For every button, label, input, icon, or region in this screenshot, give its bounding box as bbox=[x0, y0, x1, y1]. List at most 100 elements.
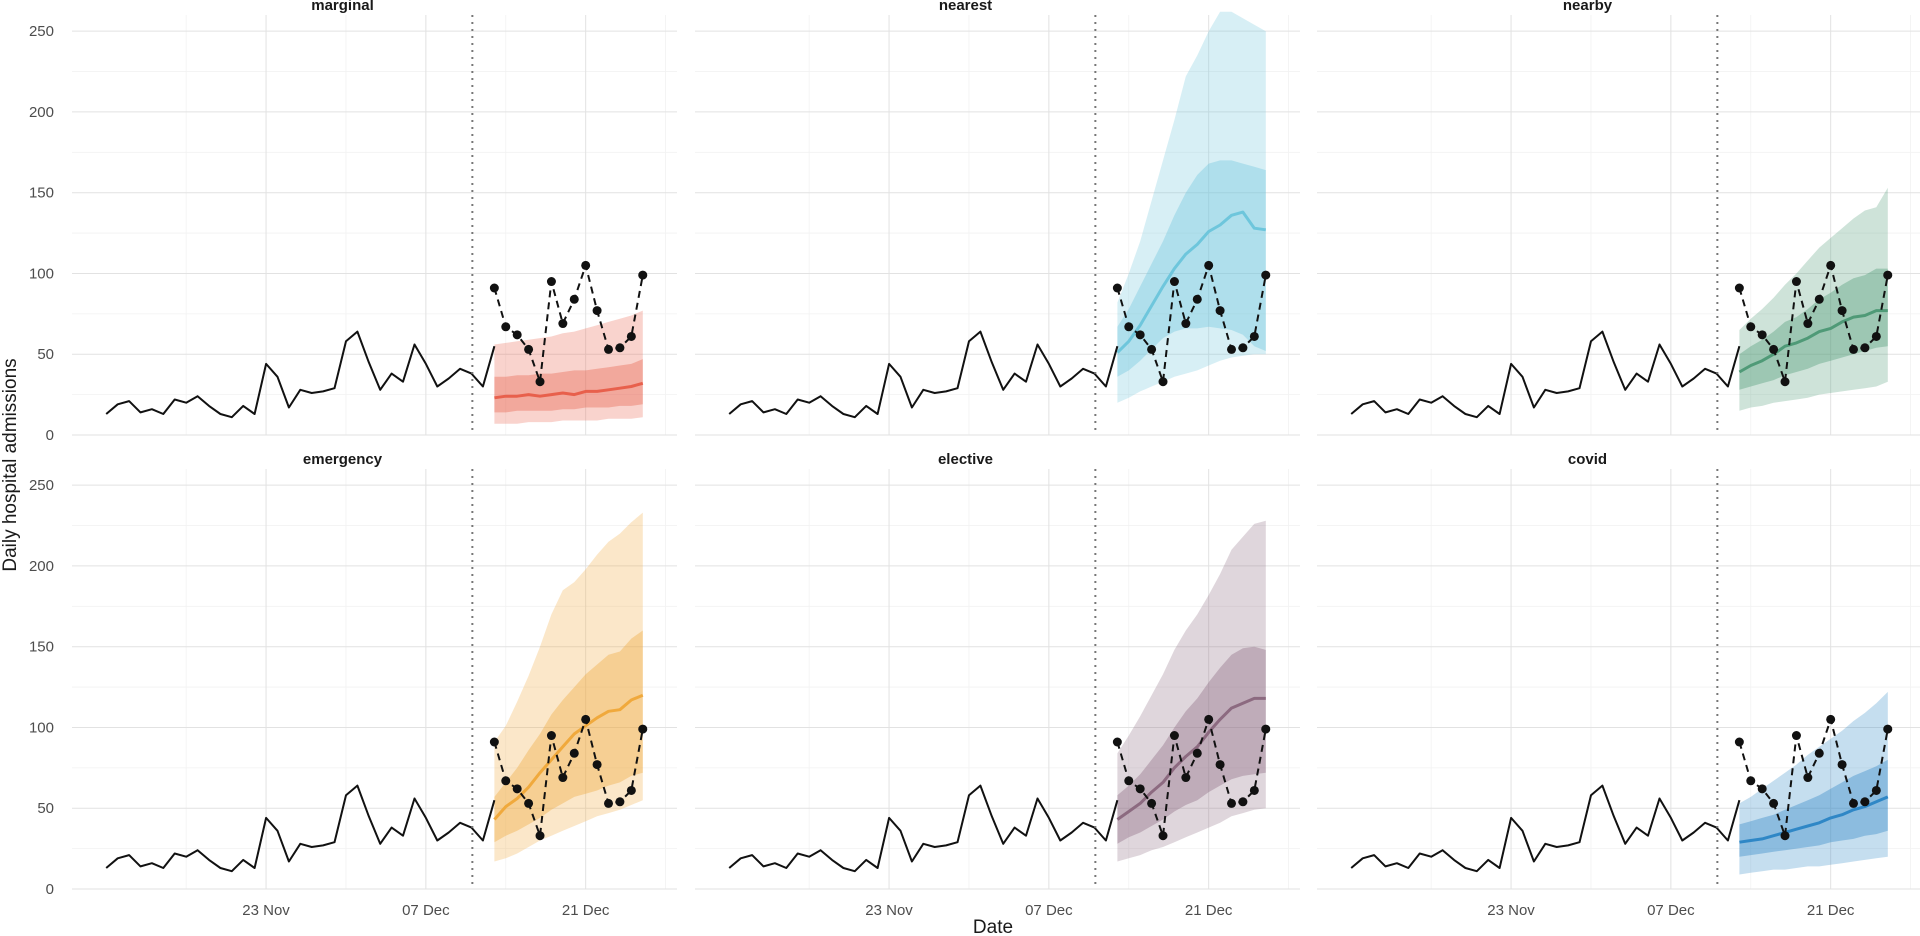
observed-point bbox=[1147, 798, 1157, 808]
observed-point bbox=[1227, 798, 1237, 808]
y-tick-label: 150 bbox=[29, 639, 54, 656]
observed-point bbox=[512, 784, 522, 794]
observed-point bbox=[1215, 760, 1225, 770]
observed-point bbox=[615, 797, 625, 807]
x-tick-label: 23 Nov bbox=[242, 902, 290, 919]
observed-point bbox=[581, 714, 591, 724]
history-line bbox=[728, 330, 1119, 419]
x-axis-title: Date bbox=[973, 917, 1013, 936]
observed-point bbox=[489, 737, 499, 747]
observed-point bbox=[1746, 322, 1756, 332]
y-tick-label: 150 bbox=[29, 185, 54, 202]
observed-point bbox=[1192, 294, 1202, 304]
facet-panels: marginal 0 50 100 150 200 250 nearest nearby emer… bbox=[29, 0, 1920, 919]
panel-marginal: marginal 0 50 100 150 200 250 bbox=[29, 0, 677, 444]
observed-point bbox=[1169, 277, 1179, 287]
observed-point bbox=[1238, 343, 1248, 353]
observed-point bbox=[1192, 748, 1202, 758]
inner-interval-band bbox=[494, 630, 643, 843]
observed-point bbox=[626, 785, 636, 795]
observed-point bbox=[1780, 377, 1790, 387]
observed-point bbox=[1883, 270, 1893, 280]
history-line bbox=[105, 784, 496, 873]
observed-point bbox=[1227, 344, 1237, 354]
observed-point bbox=[1135, 330, 1145, 340]
observed-point bbox=[524, 344, 534, 354]
observed-point bbox=[1826, 714, 1836, 724]
observed-point bbox=[1249, 785, 1259, 795]
observed-point bbox=[1871, 785, 1881, 795]
observed-point bbox=[1147, 344, 1157, 354]
observed-point bbox=[1158, 377, 1168, 387]
y-tick-label: 0 bbox=[46, 427, 54, 444]
panel-elective: elective 23 Nov 07 Dec 21 Dec bbox=[695, 451, 1300, 919]
inner-interval-band bbox=[494, 359, 643, 413]
median-forecast-line bbox=[1116, 696, 1266, 821]
x-tick-label: 07 Dec bbox=[1647, 902, 1695, 919]
y-tick-label: 250 bbox=[29, 477, 54, 494]
y-tick-label: 50 bbox=[37, 346, 54, 363]
y-tick-label: 100 bbox=[29, 265, 54, 282]
x-tick-label: 23 Nov bbox=[865, 902, 913, 919]
y-tick-label: 200 bbox=[29, 104, 54, 121]
observed-point bbox=[1860, 343, 1870, 353]
observed-point bbox=[581, 260, 591, 270]
median-forecast-line bbox=[494, 381, 644, 400]
observed-point bbox=[592, 306, 602, 316]
median-forecast-line bbox=[1116, 210, 1267, 354]
observed-point bbox=[1181, 773, 1191, 783]
observed-point bbox=[1135, 784, 1145, 794]
outer-interval-band bbox=[1739, 691, 1888, 875]
outer-interval-band bbox=[1117, 11, 1266, 403]
x-tick-label: 21 Dec bbox=[1807, 902, 1855, 919]
observed-point bbox=[1158, 831, 1168, 841]
observed-point bbox=[546, 277, 556, 287]
inner-interval-band bbox=[1739, 759, 1888, 857]
observed-point bbox=[1734, 737, 1744, 747]
observed-point bbox=[1169, 731, 1179, 741]
history-line bbox=[1350, 784, 1741, 873]
history-line bbox=[1350, 330, 1741, 419]
observed-point bbox=[638, 270, 648, 280]
observed-point bbox=[1757, 330, 1767, 340]
observed-point bbox=[489, 283, 499, 293]
panel-title: marginal bbox=[311, 0, 374, 14]
observed-point bbox=[1112, 737, 1122, 747]
panel-nearby: nearby bbox=[1317, 0, 1920, 436]
observed-point bbox=[1746, 776, 1756, 786]
observed-point bbox=[558, 319, 568, 329]
observed-point bbox=[1791, 731, 1801, 741]
inner-interval-band bbox=[1117, 646, 1266, 844]
observed-point bbox=[569, 748, 579, 758]
panel-title: covid bbox=[1568, 451, 1607, 468]
panel-emergency: emergency 0 50 100 150 200 250 23 Nov 07 Dec 21 D… bbox=[29, 451, 677, 919]
observed-point bbox=[1803, 319, 1813, 329]
observed-point bbox=[558, 773, 568, 783]
median-forecast-line bbox=[1738, 309, 1888, 374]
observed-point bbox=[1871, 331, 1881, 341]
observed-point bbox=[501, 322, 511, 332]
observed-point bbox=[604, 798, 614, 808]
observed-point bbox=[615, 343, 625, 353]
observed-point bbox=[1181, 319, 1191, 329]
panel-title: nearest bbox=[939, 0, 992, 14]
x-tick-label: 07 Dec bbox=[1025, 902, 1073, 919]
panel-covid: covid 23 Nov 07 Dec 21 Dec bbox=[1317, 451, 1920, 919]
observed-point bbox=[524, 798, 534, 808]
observed-point bbox=[1261, 724, 1271, 734]
observed-point bbox=[1124, 322, 1134, 332]
observed-point bbox=[626, 331, 636, 341]
y-tick-label: 100 bbox=[29, 719, 54, 736]
median-forecast-line bbox=[493, 693, 644, 821]
observed-point bbox=[1849, 798, 1859, 808]
observed-point bbox=[1791, 277, 1801, 287]
observed-point bbox=[1837, 760, 1847, 770]
observed-point bbox=[1124, 776, 1134, 786]
observed-point bbox=[1837, 306, 1847, 316]
observed-point bbox=[1826, 260, 1836, 270]
observed-point bbox=[535, 831, 545, 841]
history-line bbox=[728, 784, 1119, 873]
y-tick-label: 0 bbox=[46, 881, 54, 898]
inner-interval-band bbox=[1739, 268, 1888, 390]
